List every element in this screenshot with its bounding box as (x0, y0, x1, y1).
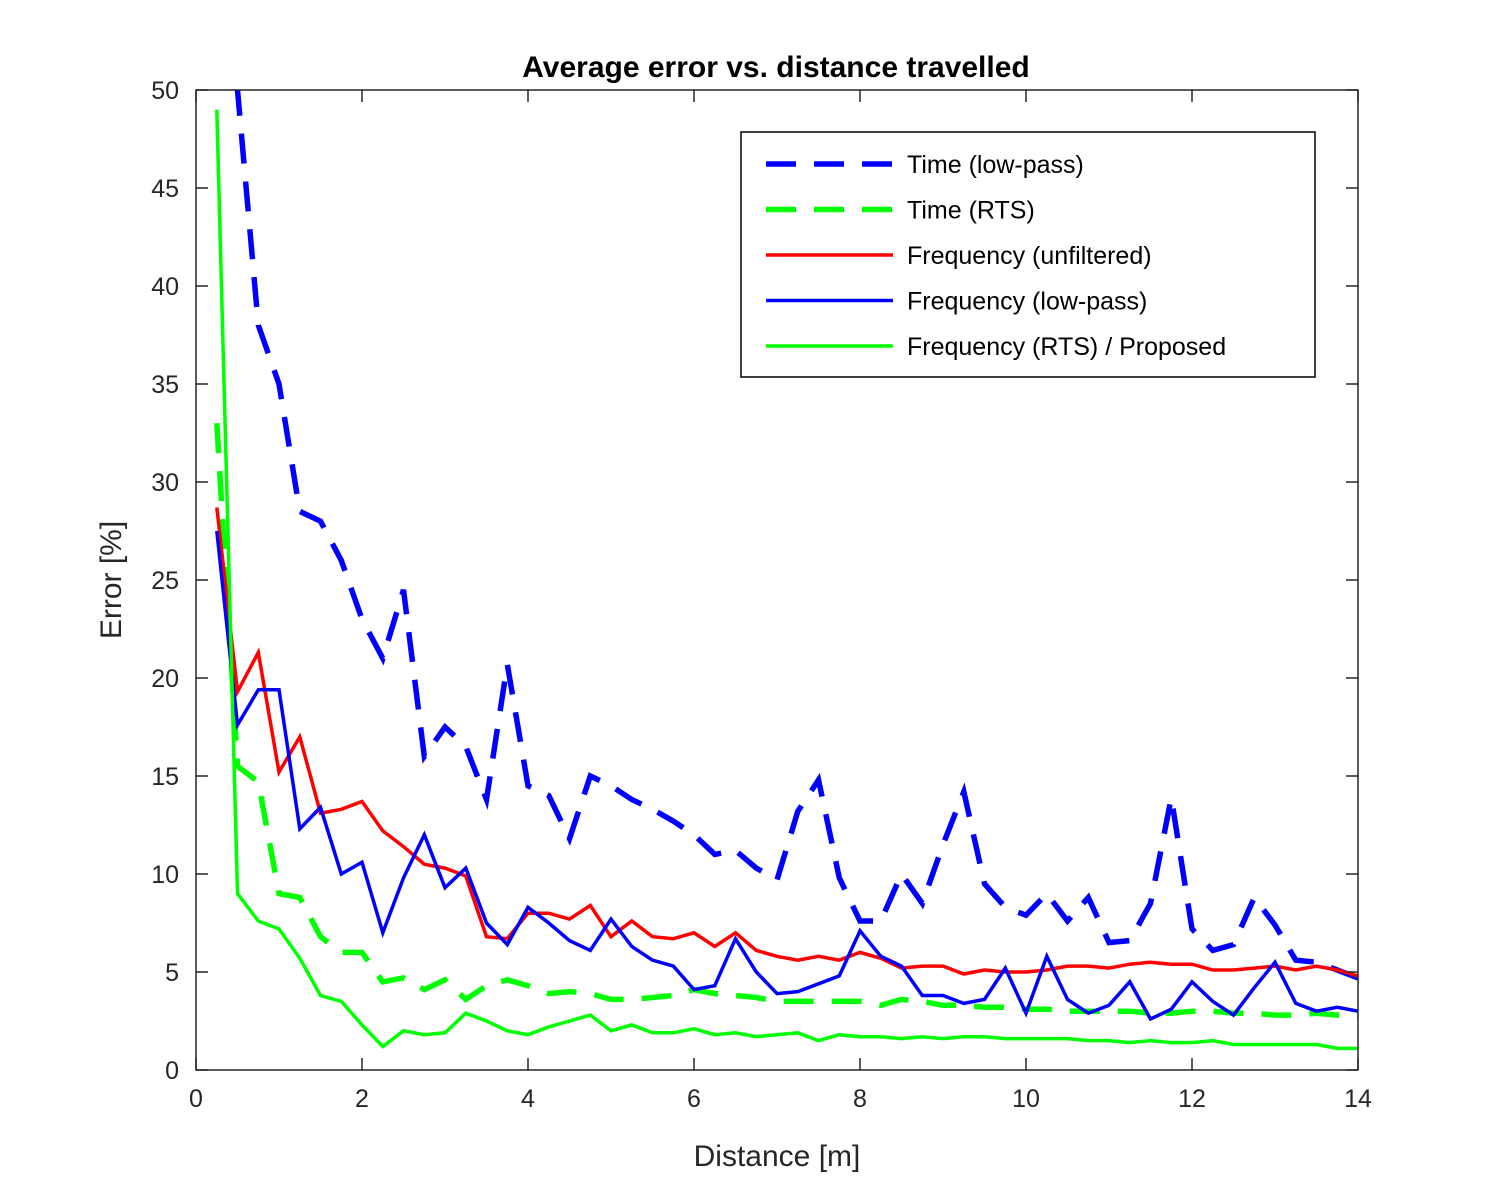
y-tick-label: 20 (151, 665, 179, 693)
series-line-frequency-unfiltered (215, 507, 1358, 978)
y-tick-label: 50 (151, 77, 179, 105)
legend-label: Frequency (low-pass) (907, 288, 1147, 316)
legend: Time (low-pass) Time (RTS) Frequency (unfi… (740, 131, 1316, 378)
legend-label: Frequency (unfiltered) (907, 242, 1152, 270)
y-tick-label: 0 (165, 1057, 179, 1085)
x-tick-label: 14 (1344, 1085, 1372, 1113)
legend-item: Time (RTS) (766, 197, 1035, 225)
legend-item: Time (low-pass) (766, 151, 1084, 179)
legend-item: Frequency (RTS) / Proposed (766, 333, 1226, 361)
series-line-time-rts (214, 423, 1358, 1020)
y-tick-label: 30 (151, 469, 179, 497)
y-tick-label: 15 (151, 763, 179, 791)
y-tick-label: 40 (151, 273, 179, 301)
x-axis: 0 2 4 6 8 10 12 14 (189, 90, 1372, 1113)
series-layer (214, 90, 1358, 1051)
x-tick-label: 2 (355, 1085, 369, 1113)
y-axis-title: Error [%] (95, 521, 128, 639)
x-tick-label: 8 (853, 1085, 867, 1113)
plot-area: 0 2 4 6 8 10 12 14 0 5 10 15 20 25 30 35 40 45 50 (151, 77, 1372, 1113)
y-tick-label: 5 (165, 959, 179, 987)
x-tick-label: 6 (687, 1085, 701, 1113)
legend-item: Frequency (unfiltered) (766, 242, 1152, 270)
y-axis: 0 5 10 15 20 25 30 35 40 45 50 (151, 77, 1358, 1085)
x-axis-title: Distance [m] (694, 1140, 861, 1173)
legend-label: Frequency (RTS) / Proposed (907, 333, 1226, 361)
series-line-time-low-pass (234, 90, 1358, 981)
series-line-frequency-low-pass (215, 530, 1358, 1022)
series-line-frequency-rts-proposed (215, 109, 1358, 1051)
y-tick-label: 45 (151, 175, 179, 203)
y-tick-label: 10 (151, 861, 179, 889)
legend-item: Frequency (low-pass) (766, 288, 1147, 316)
x-tick-label: 10 (1012, 1085, 1040, 1113)
legend-label: Time (low-pass) (907, 151, 1084, 179)
y-tick-label: 25 (151, 567, 179, 595)
x-tick-label: 0 (189, 1085, 203, 1113)
x-tick-label: 4 (521, 1085, 535, 1113)
chart-title: Average error vs. distance travelled (522, 51, 1029, 84)
x-tick-label: 12 (1178, 1085, 1206, 1113)
legend-label: Time (RTS) (907, 197, 1035, 225)
y-tick-label: 35 (151, 371, 179, 399)
